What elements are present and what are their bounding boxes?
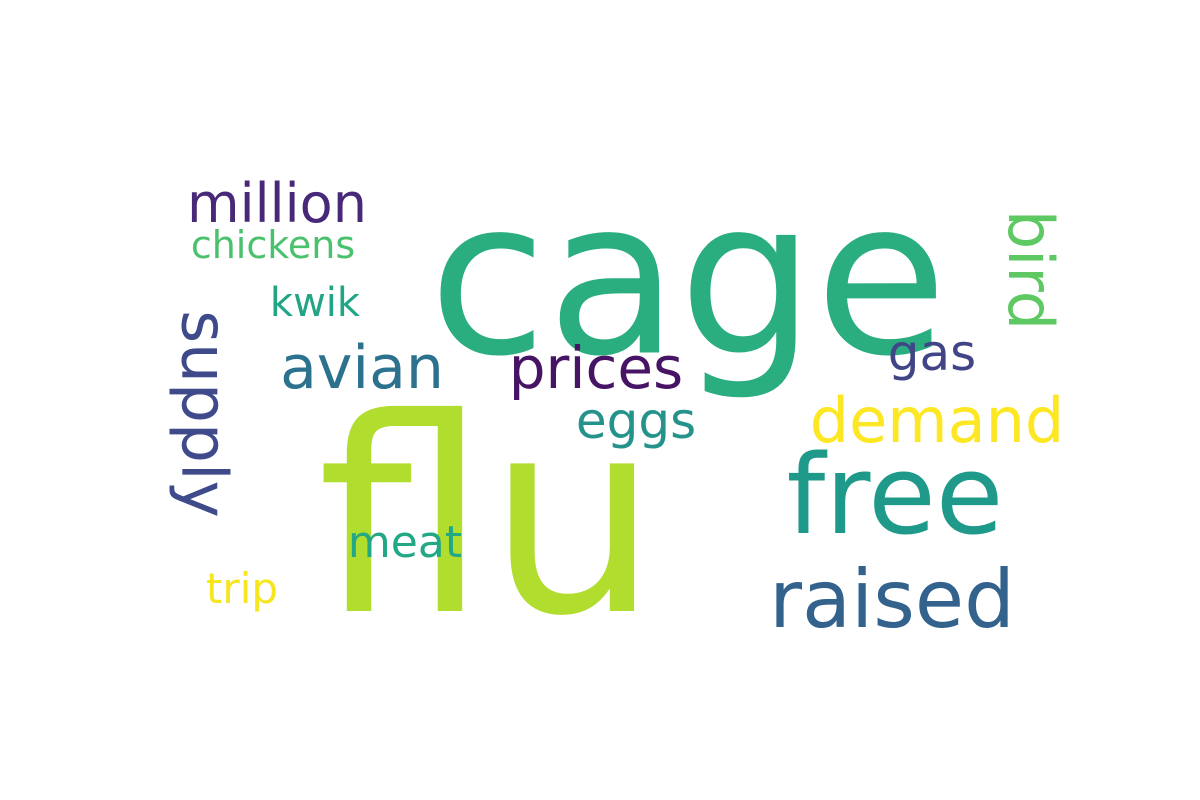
word-chickens: chickens: [190, 223, 356, 267]
word-flu: flu: [317, 360, 659, 675]
word-trip: trip: [205, 564, 279, 613]
word-bird: bird: [994, 209, 1067, 331]
word-meat: meat: [347, 517, 463, 568]
word-gas: gas: [887, 324, 977, 382]
word-free: free: [786, 431, 1004, 559]
word-kwik: kwik: [269, 280, 361, 326]
word-raised: raised: [769, 553, 1015, 646]
word-demand: demand: [809, 384, 1065, 457]
word-supply: supply: [167, 310, 241, 518]
word-prices: prices: [508, 334, 684, 402]
word-avian: avian: [280, 333, 444, 403]
word-cage: cage: [428, 152, 948, 404]
word-million: million: [187, 172, 367, 235]
word-eggs: eggs: [575, 392, 697, 450]
